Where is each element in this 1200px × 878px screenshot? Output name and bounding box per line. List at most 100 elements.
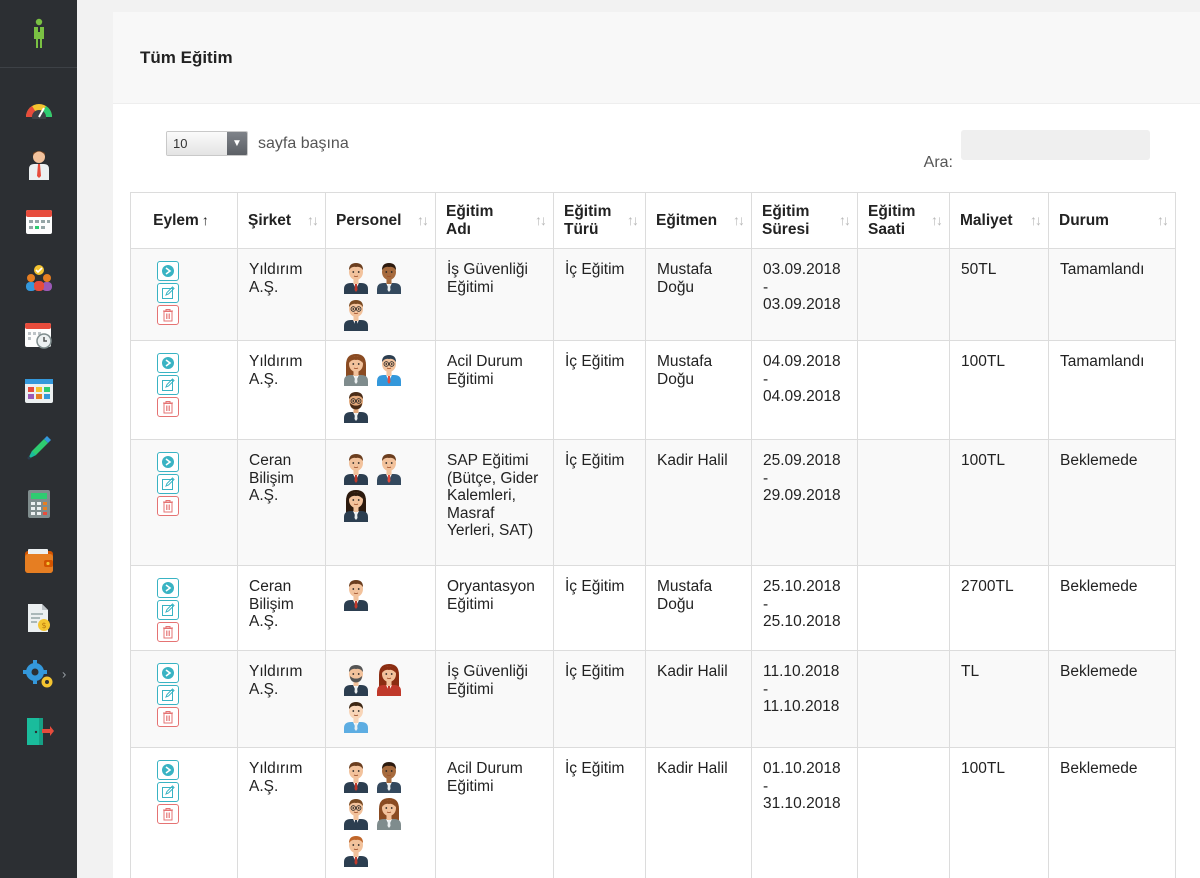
sort-icon[interactable]: ↑↓ <box>1157 211 1169 228</box>
avatar[interactable] <box>341 795 371 830</box>
sidebar-item-dashboard-gauge[interactable] <box>0 80 77 137</box>
sort-icon[interactable]: ↑↓ <box>839 211 851 228</box>
sidebar-item-wallet[interactable] <box>0 533 77 590</box>
calendar-icon <box>25 207 53 235</box>
sidebar-item-calculator[interactable] <box>0 476 77 533</box>
view-record-button[interactable] <box>157 353 179 373</box>
edit-record-button[interactable] <box>157 283 179 303</box>
sidebar-item-schedule[interactable] <box>0 306 77 363</box>
app-logo[interactable] <box>0 0 77 68</box>
view-record-button[interactable] <box>157 261 179 281</box>
company-cell: Yıldırım A.Ş. <box>237 747 326 878</box>
chevron-right-icon[interactable]: › <box>62 666 67 682</box>
sort-icon[interactable]: ↑↓ <box>627 211 639 228</box>
edit-record-button[interactable] <box>157 474 179 494</box>
delete-record-button[interactable] <box>157 707 179 727</box>
view-record-button[interactable] <box>157 578 179 598</box>
search-input[interactable] <box>961 130 1150 160</box>
company-cell: Ceran Bilişim A.Ş. <box>237 565 326 651</box>
sort-icon[interactable]: ↑↓ <box>733 211 745 228</box>
view-record-button[interactable] <box>157 663 179 683</box>
sidebar-item-team[interactable] <box>0 250 77 307</box>
sort-icon[interactable]: ↑↓ <box>417 211 429 228</box>
delete-record-button[interactable] <box>157 496 179 516</box>
training-table: Eylem ↑ Şirket ↑↓ Personel ↑↓ Eğitim Adı ↑↓ Eğit… <box>130 192 1176 878</box>
duration-cell-text: 01.10.2018 - 31.10.2018 <box>763 760 841 813</box>
cost-cell-text: TL <box>961 663 980 680</box>
action-cell <box>130 747 238 878</box>
arrow-circle-icon <box>161 581 175 595</box>
table-row: Ceran Bilişim A.Ş. Oryantasyon Eğitimi İç … <box>130 565 1176 651</box>
delete-record-button[interactable] <box>157 804 179 824</box>
sidebar-item-logout-door[interactable] <box>0 703 77 760</box>
edit-record-button[interactable] <box>157 600 179 620</box>
status-cell: Beklemede <box>1048 650 1176 748</box>
avatar[interactable] <box>374 450 404 485</box>
delete-record-button[interactable] <box>157 397 179 417</box>
sidebar-item-invoice[interactable]: $ <box>0 589 77 646</box>
edit-icon <box>161 603 175 617</box>
edit-record-button[interactable] <box>157 782 179 802</box>
column-header[interactable]: Maliyet ↑↓ <box>949 192 1049 249</box>
trainer-cell-text: Kadir Halil <box>657 760 728 777</box>
avatar[interactable] <box>341 450 371 485</box>
column-header[interactable]: Durum ↑↓ <box>1048 192 1176 249</box>
avatar[interactable] <box>341 698 371 733</box>
sort-icon[interactable]: ↑↓ <box>1030 211 1042 228</box>
column-header[interactable]: Eğitim Adı ↑↓ <box>435 192 554 249</box>
column-header-label: Eğitim Saati <box>868 202 916 238</box>
sidebar-item-grid[interactable] <box>0 363 77 420</box>
panel-header: Tüm Eğitim <box>113 12 1200 104</box>
column-header[interactable]: Eğitim Türü ↑↓ <box>553 192 646 249</box>
personnel-cell <box>325 340 436 440</box>
company-cell-text: Yıldırım A.Ş. <box>249 353 303 388</box>
column-header[interactable]: Personel ↑↓ <box>325 192 436 249</box>
sort-icon[interactable]: ↑↓ <box>307 211 319 228</box>
sidebar-item-personnel[interactable] <box>0 137 77 194</box>
avatar[interactable] <box>374 661 404 696</box>
status-cell-text: Tamamlandı <box>1060 261 1145 278</box>
edit-record-button[interactable] <box>157 375 179 395</box>
avatar[interactable] <box>374 259 404 294</box>
avatar[interactable] <box>374 795 404 830</box>
edit-record-button[interactable] <box>157 685 179 705</box>
avatar[interactable] <box>341 576 371 611</box>
column-header[interactable]: Eğitim Süresi ↑↓ <box>751 192 858 249</box>
company-cell-text: Yıldırım A.Ş. <box>249 663 303 698</box>
trainer-cell: Kadir Halil <box>645 650 752 748</box>
view-record-button[interactable] <box>157 760 179 780</box>
sidebar-item-settings-gears[interactable]: › <box>0 646 77 703</box>
avatar[interactable] <box>341 259 371 294</box>
column-header[interactable]: Eğitim Saati ↑↓ <box>857 192 950 249</box>
delete-record-button[interactable] <box>157 622 179 642</box>
page-size-select[interactable]: 10 ▼ <box>166 131 248 156</box>
grid-icon <box>24 378 54 404</box>
duration-cell: 04.09.2018 - 04.09.2018 <box>751 340 858 440</box>
avatar[interactable] <box>374 351 404 386</box>
column-header-label: Eğitim Süresi <box>762 202 810 238</box>
sort-asc-icon[interactable]: ↑ <box>201 211 209 228</box>
delete-record-button[interactable] <box>157 305 179 325</box>
sort-icon[interactable]: ↑↓ <box>535 211 547 228</box>
avatar[interactable] <box>341 487 371 522</box>
sort-icon[interactable]: ↑↓ <box>931 211 943 228</box>
search-control: Ara: <box>924 130 1150 171</box>
training-name-cell: Acil Durum Eğitimi <box>435 340 554 440</box>
avatar[interactable] <box>341 661 371 696</box>
sidebar-item-pen[interactable] <box>0 420 77 477</box>
sidebar-item-calendar[interactable] <box>0 193 77 250</box>
avatar[interactable] <box>341 388 371 423</box>
avatar[interactable] <box>341 758 371 793</box>
chevron-down-icon[interactable]: ▼ <box>227 132 247 155</box>
avatar[interactable] <box>341 832 371 867</box>
cost-cell: 100TL <box>949 439 1049 566</box>
column-header[interactable]: Şirket ↑↓ <box>237 192 326 249</box>
edit-icon <box>161 286 175 300</box>
action-cell <box>130 565 238 651</box>
avatar[interactable] <box>374 758 404 793</box>
column-header[interactable]: Eğitmen ↑↓ <box>645 192 752 249</box>
avatar[interactable] <box>341 296 371 331</box>
column-header[interactable]: Eylem ↑ <box>130 192 238 249</box>
view-record-button[interactable] <box>157 452 179 472</box>
avatar[interactable] <box>341 351 371 386</box>
